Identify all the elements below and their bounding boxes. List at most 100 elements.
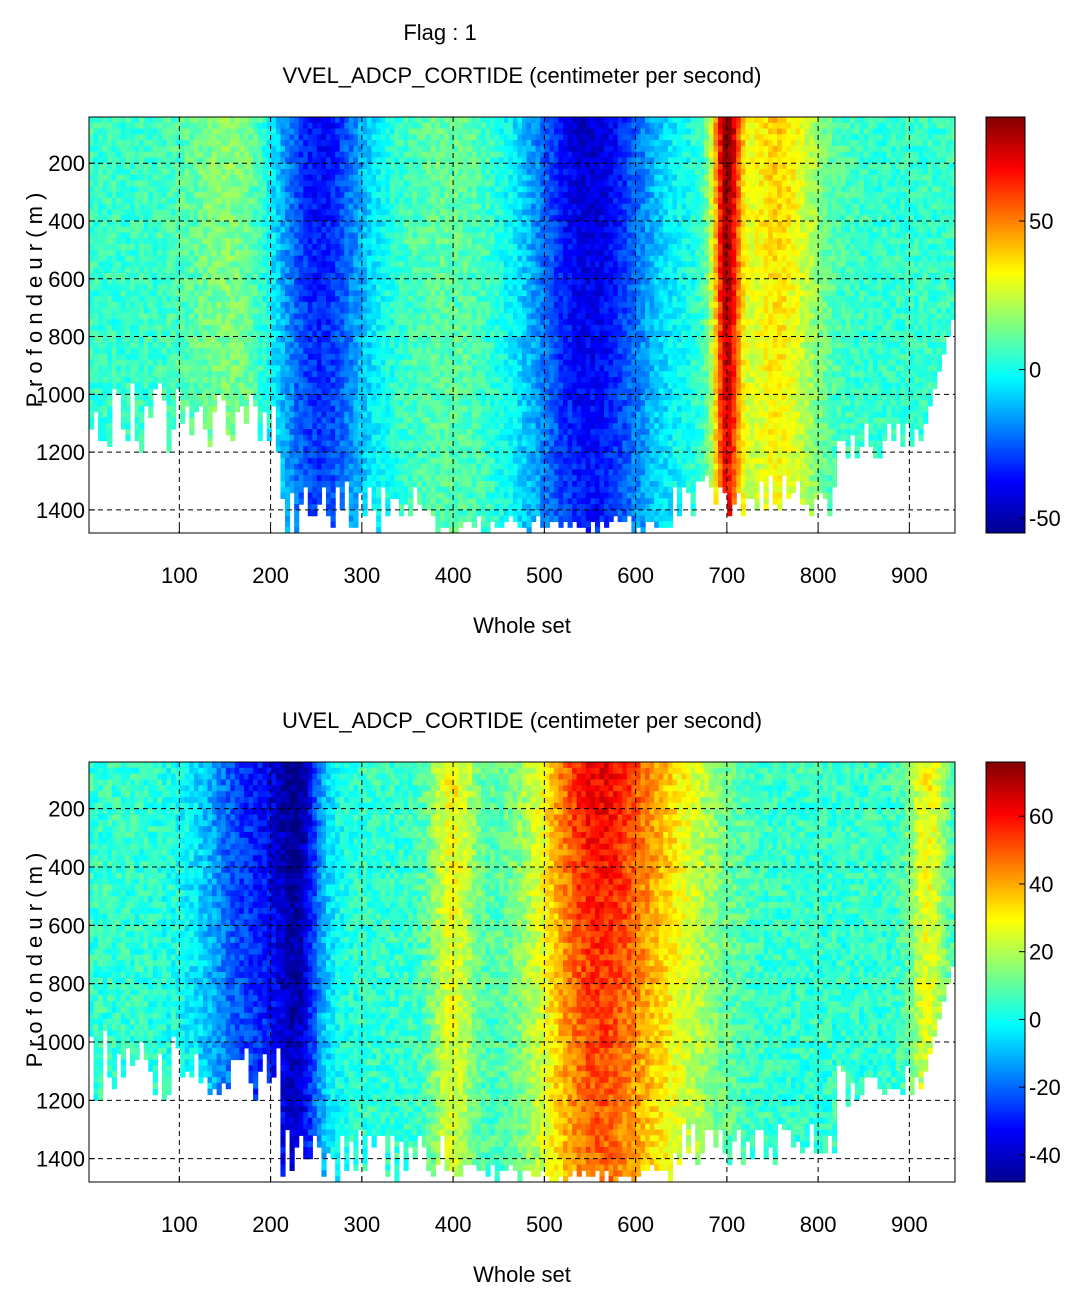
heatmap-cell	[417, 232, 423, 239]
heatmap-cell	[234, 157, 241, 164]
heatmap-cell	[239, 342, 245, 349]
heatmap-cell	[107, 145, 113, 153]
heatmap-cell	[344, 244, 350, 251]
heatmap-cell	[435, 521, 441, 528]
heatmap-cell	[143, 215, 149, 222]
heatmap-cell	[367, 365, 373, 372]
heatmap-cell	[189, 267, 195, 274]
heatmap-cell	[189, 255, 195, 263]
heatmap-cell	[193, 336, 199, 343]
heatmap-cell	[130, 128, 136, 135]
heatmap-cell	[243, 400, 250, 407]
heatmap-cell	[102, 169, 108, 176]
heatmap-cell	[344, 186, 350, 193]
heatmap-cell	[421, 400, 427, 407]
heatmap-cell	[125, 140, 131, 147]
heatmap-cell	[198, 215, 204, 222]
heatmap-cell	[462, 273, 468, 280]
heatmap-cell	[298, 290, 304, 297]
heatmap-cell	[225, 221, 231, 228]
heatmap-cell	[398, 411, 405, 419]
heatmap-cell	[389, 169, 395, 176]
heatmap-cell	[298, 452, 304, 459]
heatmap-cell	[262, 405, 268, 413]
heatmap-cell	[385, 498, 391, 505]
heatmap-cell	[157, 186, 163, 193]
heatmap-cell	[111, 325, 117, 332]
heatmap-cell	[408, 469, 414, 476]
heatmap-cell	[221, 215, 227, 222]
heatmap-cell	[89, 267, 95, 274]
heatmap-cell	[166, 255, 172, 263]
heatmap-cell	[207, 226, 213, 234]
heatmap-cell	[362, 371, 368, 378]
heatmap-cell	[298, 319, 304, 326]
heatmap-cell	[439, 359, 446, 367]
heatmap-cell	[453, 521, 459, 528]
heatmap-cell	[449, 290, 455, 297]
heatmap-cell	[403, 457, 409, 465]
heatmap-cell	[148, 169, 154, 176]
heatmap-cell	[453, 429, 459, 436]
heatmap-cell	[280, 174, 286, 182]
heatmap-cell	[412, 296, 418, 303]
heatmap-cell	[266, 330, 272, 338]
heatmap-cell	[398, 163, 405, 170]
heatmap-cell	[398, 221, 405, 228]
heatmap-cell	[189, 163, 195, 170]
heatmap-cell	[357, 296, 364, 303]
heatmap-cell	[462, 509, 468, 517]
heatmap-cell	[408, 342, 414, 349]
heatmap-cell	[280, 325, 286, 332]
heatmap-cell	[312, 446, 318, 453]
heatmap-cell	[107, 163, 113, 170]
heatmap-cell	[298, 249, 304, 257]
heatmap-cell	[139, 336, 145, 343]
heatmap-cell	[303, 232, 309, 239]
heatmap-cell	[458, 440, 464, 447]
heatmap-cell	[93, 145, 99, 153]
heatmap-cell	[184, 226, 190, 234]
heatmap-cell	[449, 509, 455, 517]
heatmap-cell	[262, 348, 268, 355]
heatmap-cell	[421, 197, 427, 205]
heatmap-cell	[408, 371, 414, 378]
heatmap-cell	[239, 117, 245, 124]
heatmap-cell	[189, 273, 195, 280]
heatmap-cell	[430, 267, 436, 274]
heatmap-cell	[180, 238, 186, 245]
heatmap-cell	[175, 157, 181, 164]
heatmap-cell	[462, 221, 468, 228]
heatmap-cell	[449, 400, 455, 407]
heatmap-cell	[134, 221, 140, 228]
heatmap-cell	[193, 325, 199, 332]
heatmap-cell	[353, 452, 359, 459]
heatmap-cell	[271, 273, 277, 280]
heatmap-cell	[280, 134, 286, 141]
heatmap-cell	[344, 342, 350, 349]
heatmap-cell	[389, 486, 395, 494]
heatmap-cell	[225, 215, 231, 222]
heatmap-cell	[230, 434, 236, 442]
heatmap-cell	[362, 469, 368, 476]
heatmap-cell	[175, 348, 181, 355]
heatmap-cell	[357, 128, 364, 135]
heatmap-cell	[243, 278, 250, 286]
heatmap-cell	[316, 290, 323, 297]
heatmap-cell	[166, 209, 172, 216]
heatmap-cell	[107, 157, 113, 164]
heatmap-cell	[280, 394, 286, 401]
heatmap-cell	[212, 388, 218, 395]
heatmap-cell	[152, 134, 158, 141]
heatmap-cell	[243, 330, 250, 338]
heatmap-cell	[380, 452, 386, 459]
heatmap-cell	[335, 117, 341, 124]
heatmap-cell	[284, 400, 291, 407]
heatmap-cell	[421, 330, 427, 338]
heatmap-cell	[458, 180, 464, 187]
heatmap-cell	[89, 284, 95, 291]
heatmap-cell	[421, 405, 427, 413]
heatmap-cell	[435, 313, 441, 320]
heatmap-cell	[221, 169, 227, 176]
heatmap-cell	[426, 290, 432, 297]
